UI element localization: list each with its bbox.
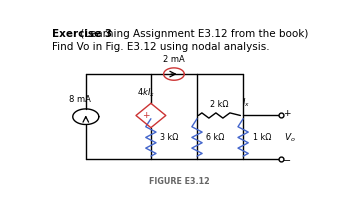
Text: 6 kΩ: 6 kΩ [206,133,225,142]
Text: $V_o$: $V_o$ [284,131,295,144]
Text: Exercise 3: Exercise 3 [52,29,112,39]
Text: Find Vo in Fig. E3.12 using nodal analysis.: Find Vo in Fig. E3.12 using nodal analys… [52,42,270,52]
Text: −: − [283,156,292,166]
Text: 1 kΩ: 1 kΩ [253,133,271,142]
Text: 2 mA: 2 mA [163,55,185,64]
Text: FIGURE E3.12: FIGURE E3.12 [149,177,210,186]
Text: +: + [283,108,291,118]
Text: 8 mA: 8 mA [69,95,91,104]
Text: 3 kΩ: 3 kΩ [160,133,179,142]
Text: $I_x$: $I_x$ [242,96,250,109]
Text: (Learning Assignment E3.12 from the book): (Learning Assignment E3.12 from the book… [77,29,308,39]
Text: 2 kΩ: 2 kΩ [210,100,229,109]
Text: +: + [142,111,149,120]
Text: $4kI_x$: $4kI_x$ [137,87,155,99]
